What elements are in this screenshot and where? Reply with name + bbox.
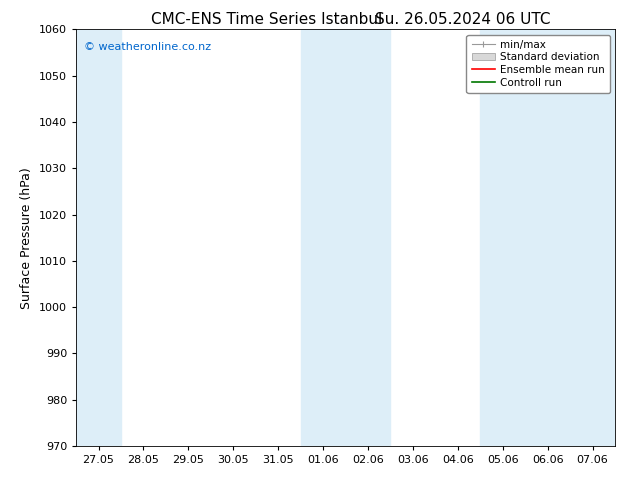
- Y-axis label: Surface Pressure (hPa): Surface Pressure (hPa): [20, 167, 34, 309]
- Bar: [346, 29, 391, 446]
- Bar: [76, 29, 121, 446]
- Text: CMC-ENS Time Series Istanbul: CMC-ENS Time Series Istanbul: [151, 12, 382, 27]
- Legend: min/max, Standard deviation, Ensemble mean run, Controll run: min/max, Standard deviation, Ensemble me…: [467, 35, 610, 93]
- Bar: [481, 29, 525, 446]
- Bar: [525, 29, 570, 446]
- Text: © weatheronline.co.nz: © weatheronline.co.nz: [84, 42, 211, 52]
- Bar: [570, 29, 615, 446]
- Text: Su. 26.05.2024 06 UTC: Su. 26.05.2024 06 UTC: [375, 12, 550, 27]
- Bar: [301, 29, 346, 446]
